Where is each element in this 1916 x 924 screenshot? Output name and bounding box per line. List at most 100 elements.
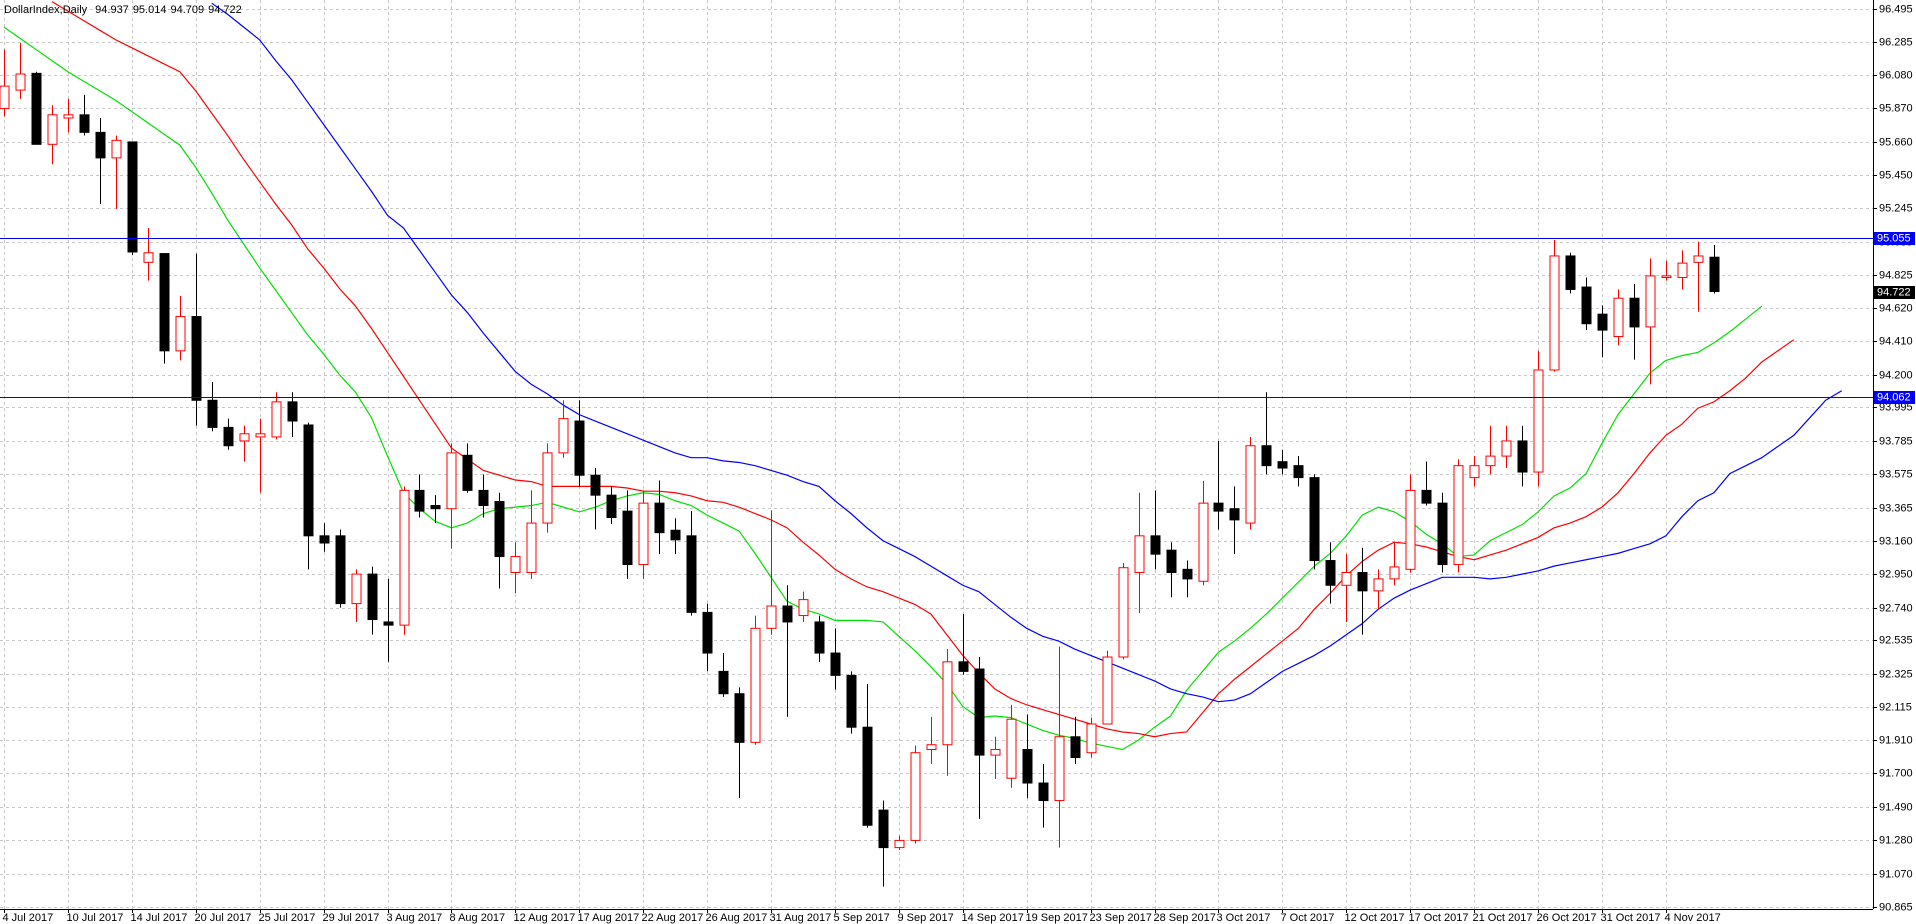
- moving-average-line: [211, 2, 1843, 703]
- candle-body: [239, 433, 250, 442]
- candle-body: [1629, 297, 1640, 328]
- candle-body: [399, 489, 410, 626]
- candle-body: [1022, 749, 1033, 784]
- candle-body: [1485, 455, 1496, 467]
- chart-header: DollarIndex,Daily 94.937 95.014 94.709 94.72…: [4, 4, 242, 16]
- candle-body: [1118, 567, 1129, 658]
- x-tick-label: 22 Aug 2017: [642, 912, 704, 924]
- x-tick-label: 9 Sep 2017: [898, 912, 954, 924]
- candle-body: [127, 141, 138, 253]
- axes: 96.495 96.285 96.080 95.870 95.660 95.450 95.2…: [3, 3, 1915, 924]
- last-price-box: [1874, 286, 1915, 299]
- x-tick-label: 4 Jul 2017: [3, 912, 54, 924]
- price-levels: [0, 238, 1873, 398]
- x-tick-label: 26 Aug 2017: [706, 912, 768, 924]
- candle-body: [159, 253, 170, 352]
- price-level-box: [1874, 232, 1915, 245]
- candle-body: [430, 505, 441, 510]
- candle-body: [910, 752, 921, 841]
- y-tick-label: 94.620: [1879, 302, 1913, 314]
- candle-body: [590, 474, 601, 496]
- candle-body: [974, 668, 985, 756]
- candle-body: [942, 661, 953, 746]
- y-tick-label: 94.825: [1879, 269, 1913, 281]
- candle-body: [462, 454, 473, 491]
- x-tick-label: 8 Aug 2017: [450, 912, 506, 924]
- candle-body: [1389, 566, 1400, 580]
- candle-body: [303, 424, 314, 537]
- candle-body: [1661, 275, 1672, 278]
- y-tick-label: 91.280: [1879, 834, 1913, 846]
- candle-body: [15, 73, 26, 91]
- x-tick-label: 7 Oct 2017: [1281, 912, 1335, 924]
- candle-body: [1054, 736, 1065, 802]
- x-tick-label: 26 Oct 2017: [1537, 912, 1597, 924]
- candle-body: [143, 252, 154, 263]
- price-level-label: 95.055: [1877, 232, 1911, 244]
- candle-body: [1597, 313, 1608, 331]
- candle-body: [558, 418, 569, 454]
- candle-body: [990, 749, 1001, 756]
- y-tick-label: 90.865: [1879, 901, 1913, 913]
- candle-body: [526, 522, 537, 574]
- candle-body: [1517, 440, 1528, 473]
- candle-body: [926, 744, 937, 751]
- candle-body: [1261, 445, 1272, 467]
- x-tick-label: 23 Sep 2017: [1090, 912, 1152, 924]
- candle-body: [63, 114, 74, 119]
- candle-body: [319, 535, 330, 544]
- candle-body: [95, 131, 106, 159]
- moving-average-line: [3, 26, 1763, 751]
- candle-body: [191, 316, 202, 401]
- y-tick-label: 93.785: [1879, 435, 1913, 447]
- candle-body: [494, 501, 505, 558]
- candle-body: [1070, 736, 1081, 759]
- candle-body: [1437, 502, 1448, 566]
- candle-body: [478, 489, 489, 507]
- candle-body: [1533, 369, 1544, 473]
- candle-body: [0, 85, 10, 109]
- candle-body: [878, 809, 889, 849]
- x-tick-label: 17 Oct 2017: [1409, 912, 1469, 924]
- candle-body: [574, 420, 585, 476]
- candle-body: [1645, 275, 1656, 328]
- y-tick-label: 92.115: [1879, 701, 1912, 713]
- candle-body: [1309, 477, 1320, 562]
- candle-body: [1293, 465, 1304, 479]
- high-value: 95.014: [133, 4, 167, 16]
- x-tick-label: 3 Oct 2017: [1217, 912, 1271, 924]
- candle-body: [79, 114, 90, 133]
- candle-body: [414, 489, 425, 512]
- x-tick-label: 29 Jul 2017: [323, 912, 380, 924]
- candle-body: [1229, 508, 1240, 521]
- y-tick-label: 95.660: [1879, 136, 1913, 148]
- y-tick-label: 91.910: [1879, 734, 1913, 746]
- x-tick-label: 25 Jul 2017: [259, 912, 316, 924]
- candle-body: [1709, 256, 1720, 293]
- y-tick-label: 93.160: [1879, 535, 1913, 547]
- candle-body: [1421, 489, 1432, 504]
- y-tick-label: 91.490: [1879, 801, 1913, 813]
- candle-body: [814, 621, 825, 654]
- x-tick-label: 28 Sep 2017: [1154, 912, 1216, 924]
- candle-body: [1453, 465, 1464, 566]
- y-tick-label: 91.070: [1879, 868, 1913, 880]
- y-tick-label: 96.495: [1879, 3, 1913, 15]
- candle-body: [542, 452, 553, 524]
- candle-body: [1549, 255, 1560, 371]
- y-tick-label: 92.740: [1879, 602, 1913, 614]
- candle-body: [175, 316, 186, 352]
- x-tick-label: 20 Jul 2017: [195, 912, 252, 924]
- x-tick-label: 19 Sep 2017: [1026, 912, 1088, 924]
- x-tick-label: 12 Aug 2017: [514, 912, 576, 924]
- candle-body: [670, 529, 681, 541]
- candle-body: [1102, 656, 1113, 725]
- candle-body: [1150, 535, 1161, 555]
- candle-body: [1086, 723, 1097, 754]
- candle-body: [351, 573, 362, 605]
- x-tick-label: 31 Aug 2017: [770, 912, 832, 924]
- x-tick-label: 31 Oct 2017: [1601, 912, 1661, 924]
- candle-body: [718, 670, 729, 695]
